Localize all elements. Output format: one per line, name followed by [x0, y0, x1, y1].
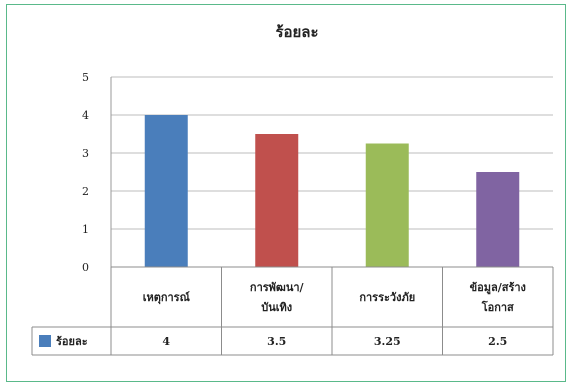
chart-frame: ร้อยละ 0 1 2 3 4 5 เหตุการณ์ การพัฒนา/บันเทิง ก… — [6, 4, 566, 382]
data-value-label: 3.5 — [267, 335, 286, 348]
bar — [144, 115, 188, 267]
data-table: เหตุการณ์ การพัฒนา/บันเทิง การระวังภัย ข้อม… — [31, 266, 554, 356]
y-tick-label: 3 — [82, 147, 89, 160]
y-tick-label: 5 — [82, 71, 89, 84]
bar — [365, 143, 409, 267]
category-label: บันเทิง — [261, 301, 292, 314]
bars — [144, 115, 520, 267]
y-tick-label: 0 — [82, 261, 89, 274]
legend-label: ร้อยละ — [56, 335, 88, 348]
y-axis-ticks: 0 1 2 3 4 5 — [82, 71, 89, 274]
category-label: การพัฒนา/ — [250, 281, 305, 294]
category-label: ข้อมูล/สร้าง — [470, 281, 526, 295]
chart-title: ร้อยละ — [275, 23, 318, 41]
legend-key — [39, 335, 51, 347]
data-value-label: 4 — [162, 335, 170, 348]
bar — [255, 134, 299, 267]
y-tick-label: 4 — [82, 109, 89, 122]
bar-chart: ร้อยละ 0 1 2 3 4 5 เหตุการณ์ การพัฒนา/บันเทิง ก… — [31, 23, 554, 356]
y-tick-label: 1 — [82, 223, 89, 236]
data-value-label: 2.5 — [488, 335, 507, 348]
category-label: การระวังภัย — [359, 291, 415, 304]
data-value-label: 3.25 — [374, 335, 401, 348]
bar — [476, 172, 520, 267]
y-tick-label: 2 — [82, 185, 89, 198]
category-label: โอกาส — [481, 300, 514, 314]
category-label: เหตุการณ์ — [143, 291, 191, 305]
